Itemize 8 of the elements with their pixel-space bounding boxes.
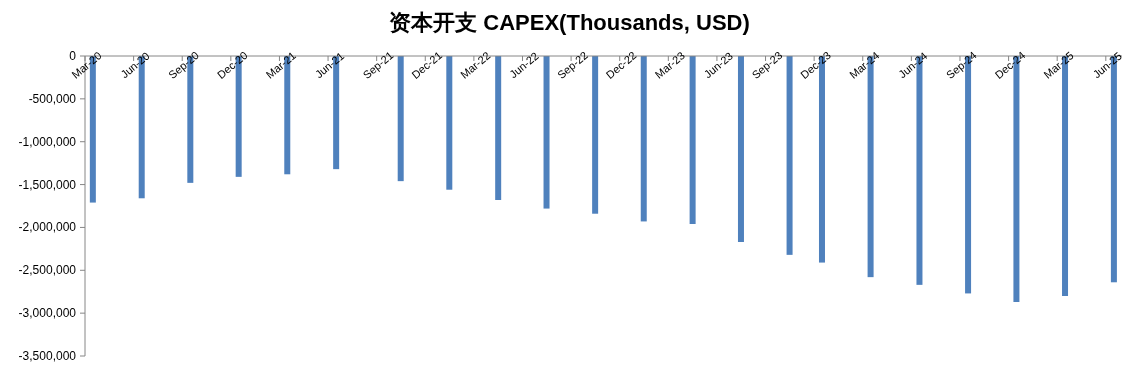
chart-title: 资本开支 CAPEX(Thousands, USD) — [389, 10, 750, 35]
y-tick-label: -500,000 — [28, 91, 77, 106]
y-tick-label: -1,000,000 — [18, 134, 77, 149]
y-tick-label: -3,000,000 — [18, 306, 77, 321]
y-tick-label: -1,500,000 — [18, 177, 77, 192]
y-tick-label: -2,500,000 — [18, 263, 77, 278]
y-tick-label: -2,000,000 — [18, 220, 77, 235]
y-tick-label: -3,500,000 — [18, 349, 77, 363]
